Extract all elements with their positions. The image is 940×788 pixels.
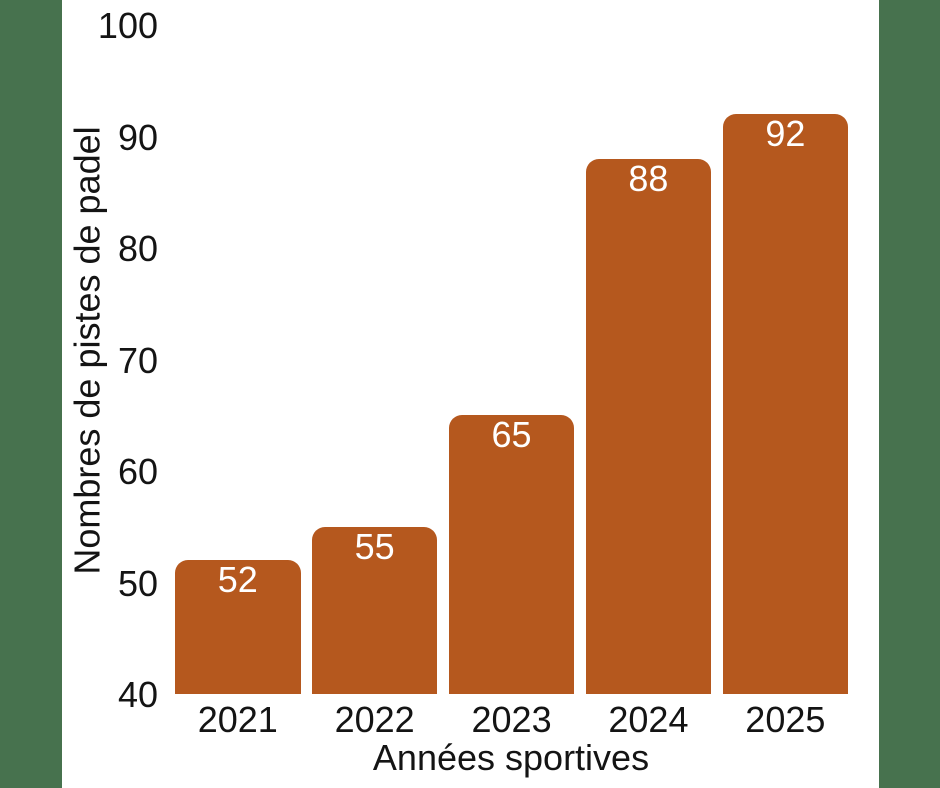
right-side-band [879,0,940,788]
bar-2022: 55 [311,525,438,694]
x-tick-label-2024: 2024 [608,699,689,740]
bar-value-label: 92 [765,113,806,155]
y-tick-label-80: 80 [117,228,158,269]
x-tick-label-2022: 2022 [334,699,415,740]
bar-value-label: 88 [628,157,669,199]
x-axis-label: Années sportives [372,737,650,778]
bar-value-label: 52 [217,559,258,601]
bar-2021: 52 [175,560,301,694]
bar-value-label: 55 [354,525,395,567]
bar-2024: 88 [585,157,712,694]
y-tick-label-70: 70 [117,339,158,381]
y-tick-label-100: 100 [97,5,158,46]
bar-2023: 65 [448,414,575,694]
y-tick-label-90: 90 [117,116,158,158]
x-tick-label-2023: 2023 [471,699,552,740]
bar-2025: 92 [722,113,849,694]
y-tick-label-40: 40 [117,674,158,715]
y-tick-label-60: 60 [117,451,158,492]
left-side-band [0,0,62,788]
x-tick-label-2021: 2021 [197,699,278,740]
y-tick-label-50: 50 [117,562,158,604]
bar-value-label: 65 [491,414,532,456]
x-tick-label-2025: 2025 [745,699,826,740]
